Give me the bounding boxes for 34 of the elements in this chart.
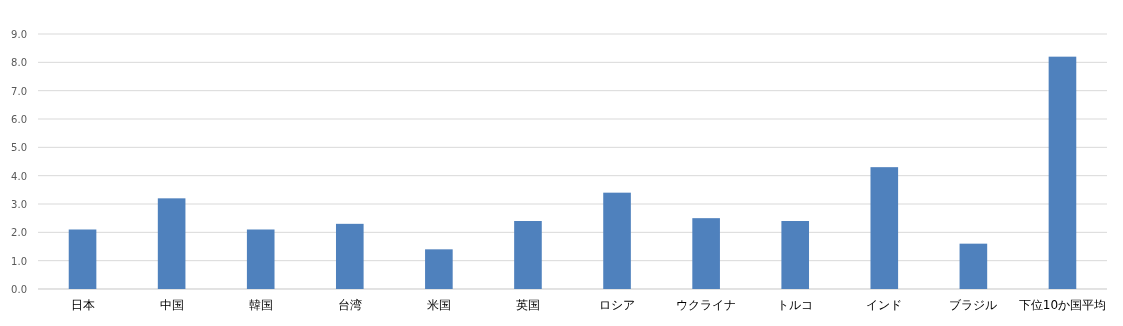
bar [246,229,275,289]
x-tick-label: 下位10か国平均 [1018,298,1107,312]
x-tick-label: 中国 [159,298,184,312]
y-tick-label: 3.0 [11,199,27,210]
y-tick-label: 0.0 [11,284,27,295]
bar [781,221,810,289]
bar [1048,56,1077,289]
x-tick-label: 韓国 [248,298,273,312]
bar [335,223,364,289]
bar [692,218,720,289]
y-tick-label: 2.0 [11,227,27,239]
x-tick-label: ロシア [599,298,636,312]
bar [425,249,453,289]
y-tick-label: 4.0 [11,170,27,182]
x-tick-label: ウクライナ [676,298,737,312]
bar [157,198,186,289]
bar [870,167,899,289]
bar [68,229,97,289]
y-tick-label: 1.0 [11,255,27,267]
y-tick-label: 5.0 [11,142,27,154]
y-tick-label: 6.0 [11,114,27,125]
x-tick-label: 日本 [70,298,95,312]
x-tick-label: 台湾 [337,298,362,312]
x-tick-label: トルコ [777,298,814,312]
bar [514,221,542,289]
bar [959,243,988,289]
x-tick-label: 英国 [515,298,540,312]
y-tick-label: 7.0 [11,85,27,97]
y-tick-label: 9.0 [11,29,27,40]
x-tick-label: インド [866,298,903,312]
y-tick-label: 8.0 [11,57,27,69]
x-tick-label: ブラジル [949,298,998,312]
x-tick-label: 米国 [426,298,451,312]
bar [603,192,631,289]
